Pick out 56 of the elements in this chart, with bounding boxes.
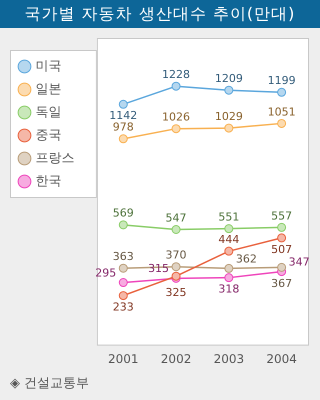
x-tick-label: 2001 (108, 352, 139, 366)
point (118, 134, 128, 144)
data-label: 978 (112, 120, 134, 134)
point (224, 124, 234, 133)
point (118, 291, 128, 300)
point (172, 262, 181, 272)
data-label: 1142 (109, 109, 138, 122)
point (118, 264, 128, 273)
point (277, 88, 286, 97)
point (277, 222, 286, 232)
legend-label: 프랑스 (36, 150, 87, 166)
data-label: 295 (95, 266, 116, 280)
data-label: 233 (112, 300, 134, 314)
data-label: 362 (236, 252, 257, 266)
data-label: 569 (112, 206, 134, 220)
data-label: 1029 (214, 110, 243, 123)
legend-label: 일본 (36, 82, 74, 97)
point (277, 262, 286, 272)
point (172, 124, 181, 134)
data-label: 444 (218, 233, 240, 246)
legend-label: 한국 (36, 174, 74, 189)
point (277, 118, 286, 128)
legend-label: 미국 (36, 58, 74, 74)
x-tick-label: 2002 (160, 352, 192, 366)
point (118, 278, 128, 288)
data-label: 367 (271, 277, 292, 290)
text: ◈ 건설교통부 (10, 375, 90, 392)
data-label: 557 (271, 209, 292, 222)
data-label: 363 (112, 250, 134, 264)
point (118, 100, 128, 109)
point (172, 224, 181, 234)
point (172, 82, 181, 91)
point (224, 246, 234, 256)
point (224, 273, 234, 282)
point (118, 220, 128, 230)
point (277, 233, 286, 242)
data-label: 1026 (162, 110, 190, 124)
data-label: 1209 (214, 72, 243, 86)
data-label: 551 (218, 210, 240, 224)
point (224, 264, 234, 273)
data-label: 507 (271, 242, 292, 256)
legend-label: 중국 (36, 128, 74, 143)
data-label: 547 (166, 211, 187, 224)
data-label: 370 (166, 248, 187, 262)
data-label: 1228 (162, 68, 190, 82)
x-tick-label: 2003 (214, 352, 244, 366)
point (224, 86, 234, 95)
data-label: 1051 (268, 105, 296, 118)
data-label: 325 (166, 286, 187, 300)
point (224, 224, 234, 234)
data-label: 347 (288, 255, 310, 268)
legend-label: 독일 (36, 104, 74, 120)
chart-title: 국가별 자동차 생산대수 추이(만대) (0, 0, 320, 28)
x-tick-label: 2004 (266, 352, 297, 366)
data-label: 1199 (268, 74, 296, 88)
data-label: 318 (218, 282, 240, 296)
